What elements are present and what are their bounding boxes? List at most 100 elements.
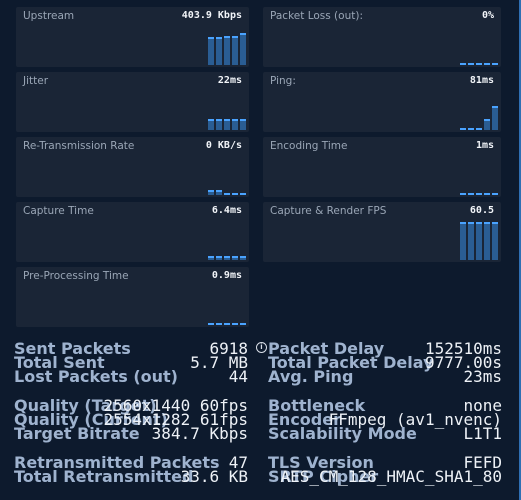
stat-value: 9777.00s	[424, 353, 502, 372]
sparkline-bar	[216, 256, 222, 260]
sparkline-bar	[208, 190, 214, 195]
sparkline-bar	[476, 128, 482, 130]
tile-value: 403.9 Kbps	[181, 10, 242, 21]
stat-value: FFmpeg (av1_nvenc)	[328, 410, 502, 429]
stat-retransmitted-packets: Retransmitted Packets 47	[14, 453, 248, 472]
info-icon[interactable]: i	[256, 342, 267, 353]
sparkline-bar	[468, 222, 474, 260]
stat-quality-target: Quality (Target) 2560x1440 60fps	[14, 396, 249, 415]
stat-label: Target Bitrate	[14, 424, 140, 443]
stat-label: TLS Version	[268, 453, 374, 472]
sparkline-bar	[224, 36, 230, 65]
sparkline-bar	[240, 33, 246, 65]
stat-label: Packet Delay	[268, 339, 385, 358]
tile-label: Capture & Render FPS	[270, 205, 387, 217]
sparkline-bar	[216, 323, 222, 325]
sparkline-bar	[492, 222, 498, 260]
stat-total-retransmitted: Total Retransmitted 33.6 KB	[14, 467, 248, 486]
tile-value: 0 KB/s	[205, 140, 242, 151]
tile-value: 6.4ms	[211, 205, 242, 216]
stat-value: 2554x1282 61fps	[103, 410, 249, 429]
sparkline-bar	[484, 119, 490, 130]
sparkline-bar	[492, 106, 498, 130]
sparkline-bar	[232, 193, 238, 195]
tile-encoding-time: Encoding Time 1ms	[263, 137, 501, 197]
tile-capture-render-fps: Capture & Render FPS 60.5	[263, 202, 501, 262]
sparkline-bar	[460, 63, 466, 65]
stat-sent-packets: Sent Packets 6918	[14, 339, 248, 358]
stat-value: FEFD	[463, 453, 502, 472]
stat-srtp-cipher: SRTP Cipher AES_CM_128_HMAC_SHA1_80	[268, 469, 502, 485]
sparkline-bar	[476, 193, 482, 195]
stat-label: Total Retransmitted	[14, 467, 194, 486]
sparkline-bar	[208, 323, 214, 325]
stat-scalability-mode: Scalability Mode L1T1	[268, 424, 502, 443]
stat-tls-version: TLS Version FEFD	[268, 453, 502, 472]
stat-total-packet-delay: Total Packet Delay 9777.00s	[268, 353, 502, 372]
stat-quality-current: Quality (Current) 2554x1282 61fps	[14, 410, 249, 429]
stat-value: 33.6 KB	[180, 467, 248, 486]
sparkline-bar	[232, 323, 238, 325]
stat-target-bitrate: Target Bitrate 384.7 Kbps	[14, 424, 248, 443]
sparkline-bar	[240, 193, 246, 195]
sparkline-bar	[232, 119, 238, 130]
sparkline-bar	[224, 256, 230, 260]
sparkline-bar	[468, 193, 474, 195]
stat-value: 6918	[209, 339, 248, 358]
stat-label: Bottleneck	[268, 396, 366, 415]
stat-encoder: Encoder FFmpeg (av1_nvenc)	[268, 410, 502, 429]
stat-value: 384.7 Kbps	[151, 424, 248, 443]
sparkline-bar	[484, 63, 490, 65]
sparkline-bar	[232, 36, 238, 65]
sparkline-bar	[240, 119, 246, 130]
sparkline-bar	[216, 190, 222, 195]
sparkline-bar	[216, 119, 222, 130]
tile-label: Ping:	[270, 75, 296, 87]
stat-label: Total Packet Delay	[268, 353, 434, 372]
stat-value: 47	[228, 453, 248, 472]
stat-value: L1T1	[463, 424, 502, 443]
stat-bottleneck: Bottleneck none	[268, 396, 502, 415]
tile-retransmission-rate: Re-Transmission Rate 0 KB/s	[16, 137, 249, 197]
stat-label: Lost Packets (out)	[14, 367, 178, 386]
tile-label: Pre-Processing Time	[23, 270, 129, 282]
stat-label: Quality (Current)	[14, 410, 168, 429]
stat-label: Retransmitted Packets	[14, 453, 220, 472]
tile-label: Re-Transmission Rate	[23, 140, 135, 152]
sparkline-bar	[484, 193, 490, 195]
stat-label: Total Sent	[14, 353, 105, 372]
sparkline-bar	[476, 63, 482, 65]
tile-upstream: Upstream 403.9 Kbps	[16, 7, 249, 67]
stat-total-sent: Total Sent 5.7 MB	[14, 353, 248, 372]
sparkline-bar	[224, 323, 230, 325]
stat-value: 44	[228, 367, 248, 386]
tile-value: 60.5	[469, 205, 494, 216]
tile-packet-loss: Packet Loss (out): 0%	[263, 7, 501, 67]
sparkline-bar	[224, 193, 230, 195]
tile-label: Jitter	[23, 75, 49, 87]
sparkline-bar	[224, 119, 230, 130]
sparkline-bar	[460, 128, 466, 130]
stat-packet-delay: Packet Delay 152510ms	[268, 339, 502, 358]
sparkline-bar	[484, 222, 490, 260]
sparkline-bar	[240, 323, 246, 325]
tile-label: Encoding Time	[270, 140, 348, 152]
tile-value: 22ms	[217, 75, 242, 86]
tile-label: Capture Time	[23, 205, 94, 217]
sparkline-bar	[460, 193, 466, 195]
stat-value: 5.7 MB	[190, 353, 248, 372]
sparkline-bar	[208, 37, 214, 65]
stat-value: 2560x1440 60fps	[103, 396, 249, 415]
sparkline-bar	[208, 119, 214, 130]
stat-label: Sent Packets	[14, 339, 131, 358]
tile-label: Packet Loss (out):	[270, 10, 363, 22]
sparkline-bar	[468, 128, 474, 130]
stat-value: 23ms	[463, 367, 502, 386]
stat-avg-ping: Avg. Ping 23ms	[268, 367, 502, 386]
sparkline-bar	[208, 256, 214, 260]
tile-value: 0%	[481, 10, 494, 21]
sparkline-bar	[492, 193, 498, 195]
tile-ping: Ping: 81ms	[263, 72, 501, 132]
sparkline-bar	[492, 63, 498, 65]
sparkline-bar	[232, 256, 238, 260]
